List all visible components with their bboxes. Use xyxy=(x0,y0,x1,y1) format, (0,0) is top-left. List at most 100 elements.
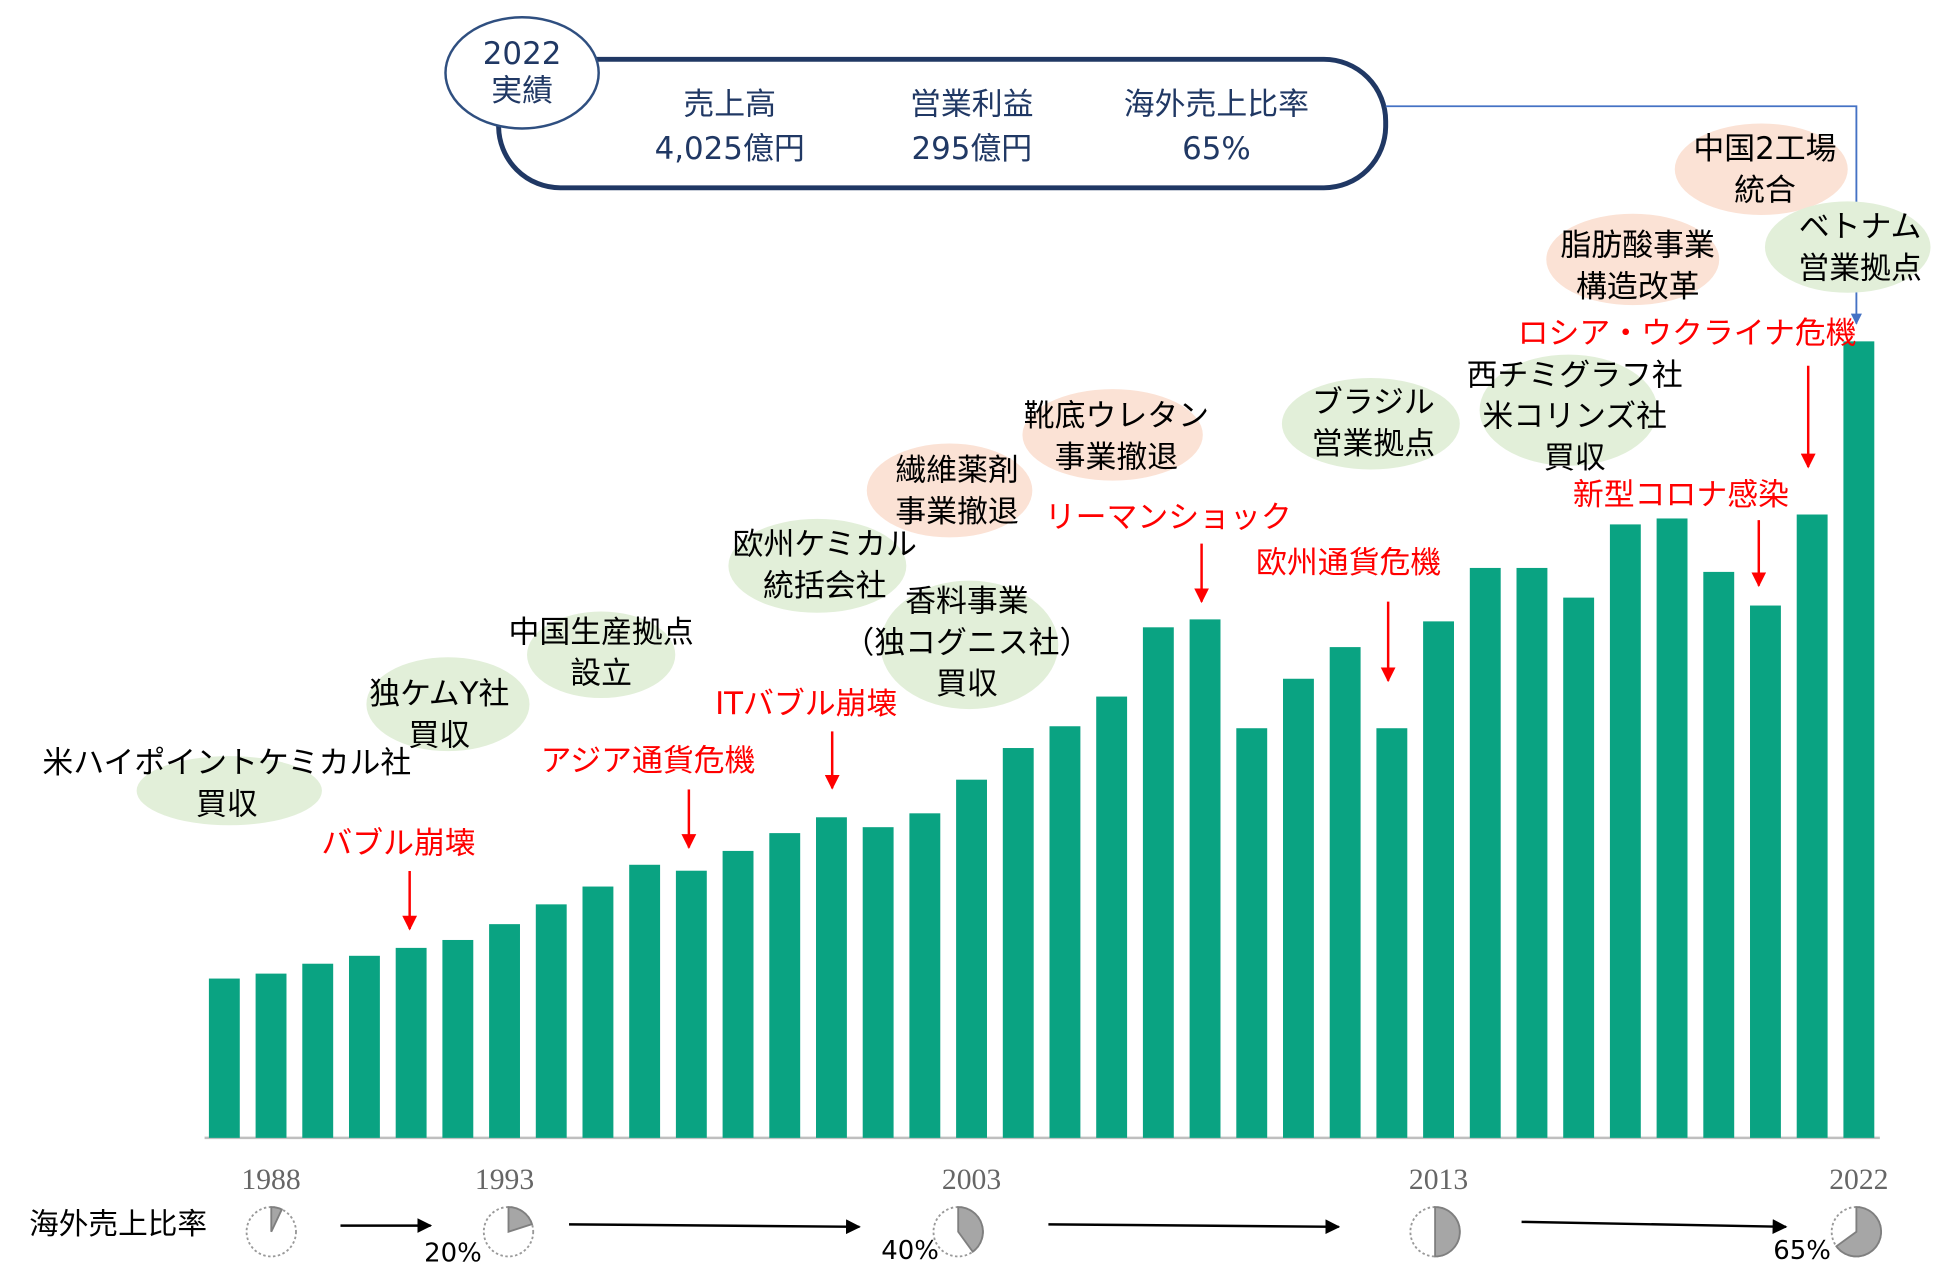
bar xyxy=(1609,524,1641,1138)
x-tick-label: 2003 xyxy=(942,1164,1001,1196)
bar xyxy=(1002,748,1034,1138)
bar xyxy=(1236,728,1268,1138)
milestone-text: 買収 xyxy=(408,717,470,753)
bar xyxy=(255,973,287,1138)
bar xyxy=(1703,571,1735,1138)
milestone-text: 買収 xyxy=(196,787,258,823)
pie-wedge xyxy=(1835,1206,1882,1258)
milestone-text: 西チミグラフ社 xyxy=(1467,357,1683,393)
summary-value: 65% xyxy=(1182,131,1251,167)
milestone-bubble xyxy=(728,518,907,613)
summary-label: 売上高 xyxy=(683,87,776,123)
milestone-text: 統括会社 xyxy=(763,568,886,604)
crisis-label: バブル崩壊 xyxy=(321,826,475,862)
bar xyxy=(348,955,380,1138)
milestone-bubble xyxy=(1546,213,1720,306)
pie-wedge xyxy=(1434,1206,1461,1258)
crisis-label: ロシア・ウクライナ危機 xyxy=(1518,315,1857,351)
arrow xyxy=(1048,1219,1341,1235)
bar xyxy=(1469,567,1501,1138)
bar xyxy=(1283,678,1314,1138)
summary-value: 4,025億円 xyxy=(655,131,805,167)
milestone-text: 営業拠点 xyxy=(1312,426,1436,462)
bar xyxy=(1843,341,1875,1138)
bar xyxy=(442,939,474,1138)
bar xyxy=(1049,726,1081,1138)
milestone-bubble xyxy=(1674,123,1848,215)
milestone-text: 営業拠点 xyxy=(1798,250,1922,286)
summary-label: 営業利益 xyxy=(910,87,1034,123)
bar xyxy=(909,813,941,1138)
milestone-text: 設立 xyxy=(570,656,632,692)
milestone-bubble xyxy=(1479,354,1658,466)
bar xyxy=(489,924,520,1138)
bar xyxy=(1750,605,1781,1138)
bar xyxy=(722,850,754,1138)
milestone-text: 香料事業 xyxy=(905,583,1029,619)
milestone-text: 買収 xyxy=(936,666,998,702)
milestone-text: 統合 xyxy=(1734,173,1796,209)
milestone-bubble xyxy=(880,580,1059,710)
bar xyxy=(302,963,334,1138)
bar xyxy=(1516,567,1548,1138)
bar xyxy=(535,904,567,1138)
crisis-label: ITバブル崩壊 xyxy=(715,686,897,722)
milestone-text: ブラジル xyxy=(1312,384,1435,420)
milestone-text: 繊維薬剤 xyxy=(895,452,1019,488)
bar xyxy=(208,978,240,1138)
milestone-text: 欧州ケミカル xyxy=(733,527,917,563)
milestone-text: 靴底ウレタン xyxy=(1024,398,1209,434)
bar xyxy=(582,886,614,1138)
milestone-bubble xyxy=(866,443,1033,538)
bar xyxy=(1329,647,1361,1138)
bar xyxy=(395,947,427,1138)
bar xyxy=(956,779,987,1138)
milestone-bubble xyxy=(1022,389,1203,481)
crisis-label: 欧州通貨危機 xyxy=(1256,545,1441,581)
milestone-bubble xyxy=(527,611,676,699)
arrow xyxy=(569,1219,861,1235)
summary-label: 海外売上比率 xyxy=(1124,87,1309,123)
milestone-text: （独コグニス社） xyxy=(843,625,1090,661)
milestone-bubble xyxy=(136,756,322,826)
crisis-label: リーマンショック xyxy=(1045,499,1292,535)
milestone-text: 事業撤退 xyxy=(1055,439,1179,475)
milestone-text: 脂肪酸事業 xyxy=(1561,228,1715,264)
bar xyxy=(1656,518,1688,1138)
x-tick-label: 2022 xyxy=(1829,1164,1888,1196)
pie-wedge xyxy=(270,1206,284,1233)
bar xyxy=(1142,627,1174,1138)
milestone-text: 中国2工場 xyxy=(1693,131,1836,167)
bar xyxy=(629,864,661,1138)
milestone-text: 独ケムY社 xyxy=(369,676,509,712)
pie-wedge xyxy=(957,1206,984,1254)
bar xyxy=(1423,621,1454,1138)
bar xyxy=(862,827,894,1138)
badge-text: 実績 xyxy=(491,73,553,109)
arrow xyxy=(1521,1219,1788,1234)
milestone-text: ベトナム xyxy=(1799,209,1922,245)
milestone-text: 買収 xyxy=(1544,440,1606,476)
x-tick-label: 2013 xyxy=(1409,1164,1468,1196)
badge-text: 2022 xyxy=(483,36,562,72)
pie-label: 40% xyxy=(881,1236,939,1266)
bar xyxy=(769,833,801,1138)
crisis-label: 新型コロナ感染 xyxy=(1573,477,1789,513)
bar xyxy=(1189,619,1221,1138)
milestone-text: 事業撤退 xyxy=(895,494,1019,530)
bar xyxy=(675,870,707,1138)
summary-value: 295億円 xyxy=(911,131,1032,167)
bar xyxy=(816,817,847,1138)
x-tick-label: 1993 xyxy=(475,1164,534,1196)
pie-label: 20% xyxy=(424,1238,482,1268)
milestone-text: 中国生産拠点 xyxy=(509,614,694,650)
bar xyxy=(1096,696,1128,1138)
milestone-bubble xyxy=(1281,378,1460,470)
bar xyxy=(1563,597,1595,1138)
milestone-bubble xyxy=(1764,201,1931,293)
crisis-label: アジア通貨危機 xyxy=(541,743,756,779)
summary-box xyxy=(496,56,1389,191)
milestone-text: 米コリンズ社 xyxy=(1482,399,1667,435)
